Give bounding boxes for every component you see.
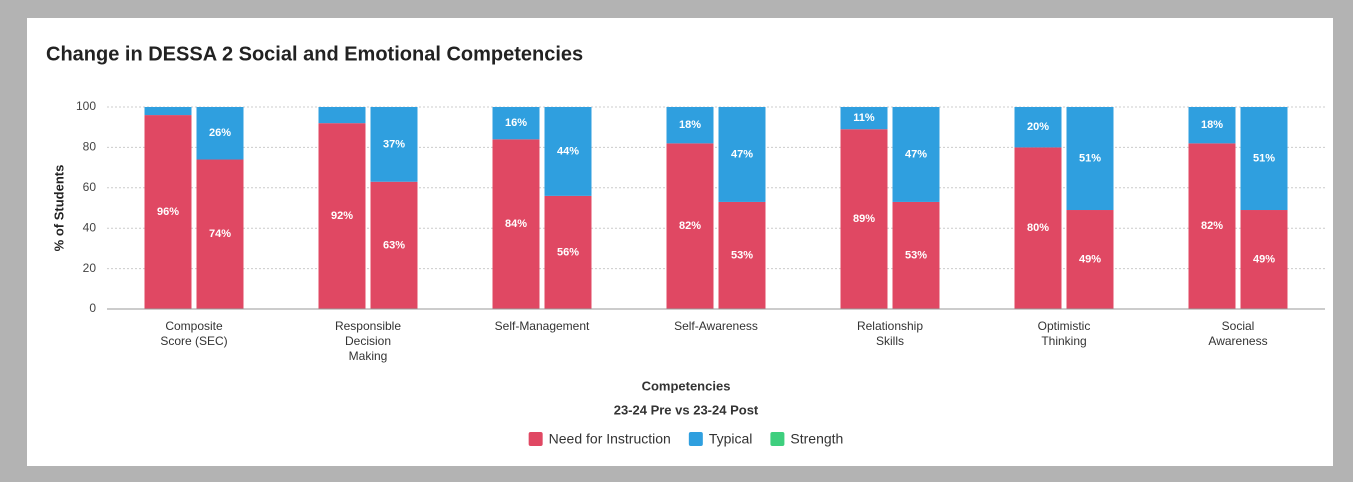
y-tick-label: 20 [83,261,97,275]
bar-segment [370,181,418,309]
value-label: 18% [1201,119,1223,131]
value-label: 56% [557,246,579,258]
legend-swatch [688,432,703,446]
bar-segment [1188,143,1236,309]
bar-segment [1240,210,1288,309]
legend-label: Need for Instruction [549,431,671,447]
value-label: 74% [209,228,231,240]
value-label: 53% [905,249,927,261]
bar-segment [544,107,592,196]
value-label: 47% [731,148,753,160]
value-label: 44% [557,145,579,157]
bar-segment [370,107,418,182]
bar-segment [1014,107,1062,148]
value-label: 20% [1027,121,1049,133]
value-label: 26% [209,127,231,139]
x-tick-label: Thinking [1041,334,1086,348]
value-label: 96% [157,206,179,218]
bar-segment [318,123,366,309]
legend-swatch [770,432,785,446]
x-tick-label: Composite [165,319,223,333]
x-tick-label: Responsible [335,319,401,333]
bar-segment [144,115,192,309]
x-tick-label: Social [1222,319,1255,333]
value-label: 89% [853,213,875,225]
bar-segment [1188,107,1236,144]
legend-label: Typical [709,431,753,447]
legend-swatch [528,432,543,446]
value-label: 82% [679,220,701,232]
x-tick-label: Decision [345,334,391,348]
x-tick-label: Optimistic [1038,319,1091,333]
bar-segment [1066,210,1114,309]
y-tick-label: 0 [89,301,96,315]
value-label: 92% [331,210,353,222]
bar-segment [892,107,940,202]
legend-item[interactable]: Strength [770,431,843,447]
value-label: 37% [383,138,405,150]
bar-segment [492,139,540,309]
value-label: 47% [905,148,927,160]
value-label: 63% [383,239,405,251]
bar-segment [666,143,714,309]
bar-segment [1240,107,1288,211]
bar-segment [840,129,888,309]
y-tick-label: 40 [83,220,97,234]
value-label: 16% [505,117,527,129]
value-label: 80% [1027,222,1049,234]
value-label: 84% [505,218,527,230]
chart-title: Change in DESSA 2 Social and Emotional C… [46,43,583,65]
x-tick-label: Awareness [1208,334,1267,348]
value-label: 53% [731,249,753,261]
y-axis-title: % of Students [51,165,66,252]
x-tick-label: Score (SEC) [160,334,227,348]
legend-label: Strength [790,431,843,447]
legend-item[interactable]: Need for Instruction [528,431,671,447]
x-tick-label: Relationship [857,319,923,333]
bar-segment [666,107,714,144]
bar-segment [718,201,766,309]
x-tick-label: Making [349,349,388,363]
value-label: 11% [853,112,875,124]
value-label: 18% [679,119,701,131]
value-label: 49% [1079,253,1101,265]
x-tick-label: Self-Management [495,319,590,333]
bar-segment [144,107,192,116]
bar-segment [892,201,940,309]
x-tick-label: Skills [876,334,904,348]
bar-segment [318,107,366,124]
bar-segment [196,159,244,309]
x-tick-label: Self-Awareness [674,319,758,333]
bar-segment [1014,147,1062,309]
x-axis-title: Competencies [642,378,731,393]
value-label: 51% [1253,152,1275,164]
y-tick-label: 100 [76,99,96,113]
bar-segment [840,107,888,130]
y-tick-label: 80 [83,140,97,154]
bar-segment [1066,107,1114,211]
y-tick-label: 60 [83,180,97,194]
bar-segment [196,107,244,160]
bar-segment [544,195,592,309]
bar-segment [718,107,766,202]
value-label: 49% [1253,253,1275,265]
bar-segment [492,107,540,140]
value-label: 82% [1201,220,1223,232]
value-label: 51% [1079,152,1101,164]
subtitle: 23-24 Pre vs 23-24 Post [614,402,759,417]
legend-item[interactable]: Typical [688,431,753,447]
